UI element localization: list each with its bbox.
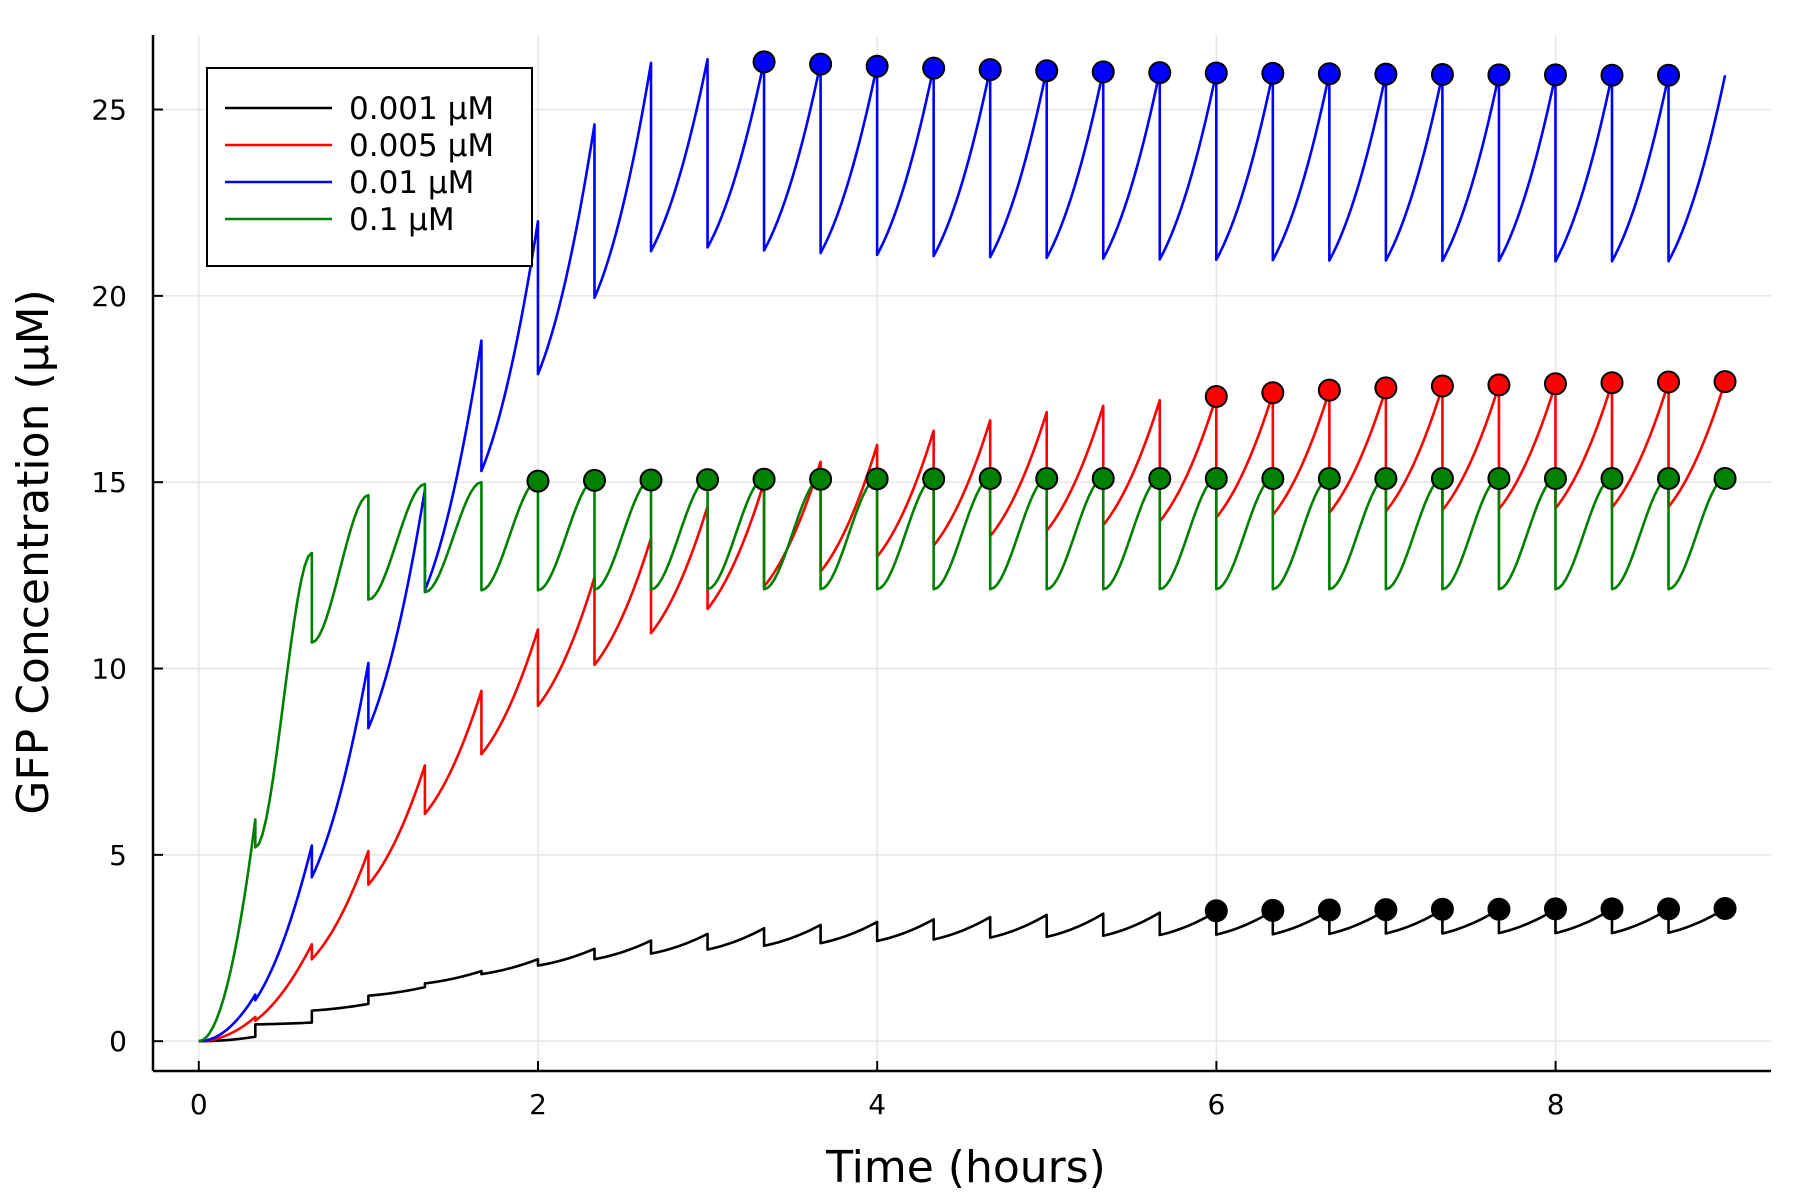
data-point xyxy=(1261,61,1285,85)
data-point xyxy=(1430,897,1454,921)
data-point xyxy=(1657,466,1681,490)
data-point xyxy=(1317,378,1341,402)
data-point xyxy=(1487,373,1511,397)
data-point xyxy=(978,466,1002,490)
data-point xyxy=(1600,466,1624,490)
x-tick-label: 0 xyxy=(190,1088,208,1121)
legend-box xyxy=(206,67,533,267)
data-point xyxy=(1543,466,1567,490)
data-point xyxy=(1317,62,1341,86)
data-point xyxy=(1374,898,1398,922)
data-point xyxy=(865,467,889,491)
y-tick-label: 20 xyxy=(91,280,127,313)
data-point xyxy=(1543,372,1567,396)
x-axis-title: Time (hours) xyxy=(825,1142,1106,1193)
data-point xyxy=(1204,61,1228,85)
data-point xyxy=(526,469,550,493)
data-point xyxy=(1261,466,1285,490)
data-point xyxy=(1091,60,1115,84)
data-point xyxy=(922,467,946,491)
data-point xyxy=(1657,897,1681,921)
data-point xyxy=(1091,466,1115,490)
data-point xyxy=(1261,381,1285,405)
data-point xyxy=(582,468,606,492)
data-point xyxy=(1487,63,1511,87)
data-point xyxy=(1317,898,1341,922)
data-point xyxy=(1204,899,1228,923)
x-tick-label: 8 xyxy=(1547,1088,1565,1121)
data-point xyxy=(978,58,1002,82)
series-markers xyxy=(526,50,1737,923)
y-tick-label: 25 xyxy=(91,94,127,127)
data-point xyxy=(1035,59,1059,83)
data-point xyxy=(1657,63,1681,87)
data-point xyxy=(1430,466,1454,490)
data-point xyxy=(1657,370,1681,394)
data-point xyxy=(922,56,946,80)
axes xyxy=(151,35,1771,1073)
data-point xyxy=(1374,376,1398,400)
data-point xyxy=(1374,466,1398,490)
data-point xyxy=(1317,466,1341,490)
x-tick-label: 6 xyxy=(1207,1088,1225,1121)
data-point xyxy=(1487,897,1511,921)
data-point xyxy=(1430,63,1454,86)
series-line xyxy=(198,57,1727,1043)
data-point xyxy=(696,468,720,492)
legend-label: 0.1 μM xyxy=(349,202,455,238)
series-line xyxy=(198,477,1726,1043)
data-point xyxy=(1035,466,1059,490)
x-tick-label: 4 xyxy=(868,1088,886,1121)
data-point xyxy=(809,467,833,491)
y-tick-label: 10 xyxy=(91,653,127,686)
data-point xyxy=(1261,898,1285,922)
data-point xyxy=(1713,370,1737,394)
data-point xyxy=(1713,897,1737,921)
data-point xyxy=(1487,466,1511,490)
x-tick-label: 2 xyxy=(529,1088,547,1121)
data-point xyxy=(809,52,833,76)
y-axis-title: GFP Concentration (μM) xyxy=(8,289,59,814)
legend-label: 0.01 μM xyxy=(349,165,474,201)
data-point xyxy=(1204,384,1228,408)
data-point xyxy=(1148,61,1172,85)
y-tick-label: 15 xyxy=(91,466,127,499)
data-point xyxy=(1600,63,1624,87)
y-tick-label: 0 xyxy=(109,1025,127,1058)
data-point xyxy=(752,467,776,491)
data-point xyxy=(1600,371,1624,395)
legend-label: 0.001 μM xyxy=(349,91,494,127)
y-tick-label: 5 xyxy=(109,839,127,872)
data-point xyxy=(1430,374,1454,398)
series-line xyxy=(198,381,1727,1043)
data-point xyxy=(1543,63,1567,87)
data-point xyxy=(639,468,663,492)
data-point xyxy=(1600,897,1624,921)
data-point xyxy=(752,50,776,74)
data-point xyxy=(1374,62,1398,86)
legend: 0.001 μM0.005 μM0.01 μM0.1 μM xyxy=(206,67,533,267)
data-point xyxy=(1148,466,1172,490)
data-point xyxy=(1713,466,1737,490)
legend-label: 0.005 μM xyxy=(349,128,494,164)
data-point xyxy=(1204,466,1228,490)
data-point xyxy=(865,54,889,78)
tick-labels: 0 2 4 6 8 0 5 10 15 20 25 xyxy=(91,94,1564,1121)
series-line xyxy=(198,907,1726,1043)
series-lines xyxy=(198,57,1727,1043)
data-point xyxy=(1543,897,1567,921)
